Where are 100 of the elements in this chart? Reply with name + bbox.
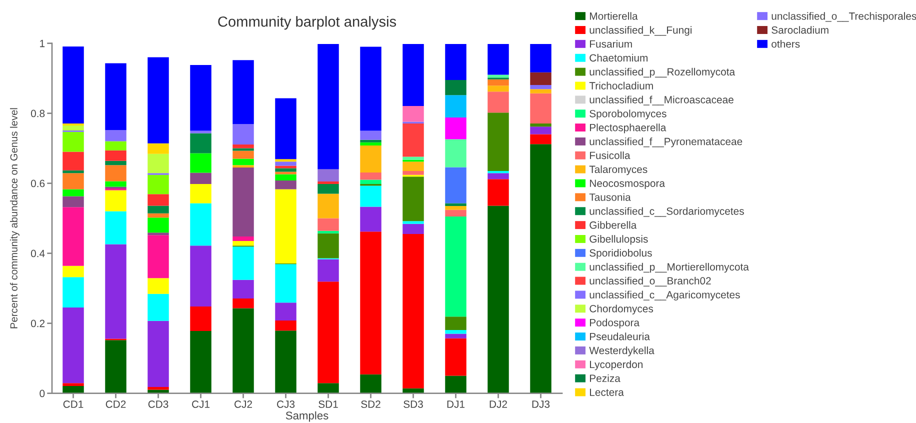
y-tick-label: 0.6 bbox=[30, 180, 45, 188]
bar bbox=[360, 172, 382, 180]
bar bbox=[232, 236, 254, 242]
bar bbox=[105, 141, 126, 150]
bar bbox=[445, 206, 466, 210]
bar bbox=[62, 152, 84, 170]
bar bbox=[275, 174, 296, 180]
legend-label: Sporidiobolus bbox=[590, 248, 652, 259]
bar bbox=[148, 387, 169, 390]
bar bbox=[318, 218, 339, 231]
chart-title: Community barplot analysis bbox=[218, 16, 396, 30]
bar bbox=[148, 57, 169, 144]
bar bbox=[402, 162, 424, 172]
legend-label: Plectosphaerella bbox=[590, 124, 666, 134]
legend-label: Sporobolomyces bbox=[590, 110, 666, 120]
bar bbox=[62, 308, 84, 384]
bar bbox=[232, 150, 254, 159]
bar bbox=[445, 330, 466, 334]
bar bbox=[275, 302, 296, 320]
bar bbox=[360, 46, 382, 131]
bar bbox=[148, 278, 169, 294]
bar bbox=[318, 282, 339, 384]
bar bbox=[275, 264, 296, 303]
legend-label: unclassified_c__Agaricomycetes bbox=[590, 290, 740, 300]
legend-label: Podospora bbox=[590, 318, 640, 328]
bar bbox=[445, 44, 466, 80]
bar bbox=[232, 280, 254, 298]
legend-label: Fusicolla bbox=[590, 151, 630, 160]
bar bbox=[360, 146, 382, 172]
bar bbox=[105, 130, 126, 142]
bar bbox=[62, 132, 84, 152]
bar bbox=[190, 153, 212, 173]
bar bbox=[445, 316, 466, 330]
x-tick-label: CD1 bbox=[63, 400, 84, 408]
x-tick-label: CD3 bbox=[148, 400, 168, 408]
bar bbox=[445, 95, 466, 118]
x-tick-label: CJ2 bbox=[234, 400, 252, 408]
bar bbox=[445, 338, 466, 376]
bar bbox=[62, 173, 84, 190]
bar bbox=[318, 233, 339, 258]
bar bbox=[318, 383, 339, 394]
bar bbox=[232, 148, 254, 151]
legend-label: Talaromyces bbox=[589, 165, 648, 176]
x-tick-label: CJ3 bbox=[277, 400, 295, 408]
y-tick-label: 0.4 bbox=[30, 250, 45, 258]
bar bbox=[530, 72, 552, 85]
bar bbox=[232, 246, 254, 280]
legend-label: Pseudaleuria bbox=[590, 332, 650, 340]
bar bbox=[232, 144, 254, 148]
x-tick-label: DJ1 bbox=[447, 400, 465, 408]
bar bbox=[232, 168, 254, 236]
y-tick-label: 0.2 bbox=[30, 320, 45, 328]
bar bbox=[105, 211, 126, 244]
bar bbox=[190, 172, 212, 184]
x-axis-title: Samples bbox=[286, 411, 328, 422]
bar bbox=[360, 142, 382, 146]
bar bbox=[105, 160, 126, 166]
bar bbox=[148, 218, 169, 233]
bar bbox=[318, 44, 339, 170]
legend-label: Chordomyces bbox=[590, 304, 654, 314]
bar bbox=[360, 232, 382, 374]
bar bbox=[62, 196, 84, 208]
bar bbox=[402, 234, 424, 388]
bar bbox=[62, 277, 84, 308]
bar bbox=[530, 126, 552, 134]
bar bbox=[402, 123, 424, 157]
bar bbox=[62, 126, 84, 130]
bar bbox=[275, 320, 296, 331]
bar bbox=[488, 206, 509, 394]
bar bbox=[530, 44, 552, 72]
bar bbox=[488, 92, 509, 113]
legend-label: Gibellulopsis bbox=[590, 235, 648, 245]
legend-label: Gibberella bbox=[590, 221, 637, 229]
legend-label: Neocosmospora bbox=[590, 180, 665, 190]
bar bbox=[62, 189, 84, 196]
bar bbox=[275, 168, 296, 172]
bar bbox=[148, 143, 169, 154]
legend-label: unclassified_p__Mortierellomycota bbox=[590, 262, 749, 273]
bar bbox=[62, 266, 84, 278]
bar bbox=[148, 194, 169, 206]
legend-label: unclassified_p__Rozellomycota bbox=[590, 68, 736, 78]
bar bbox=[445, 216, 466, 317]
bar bbox=[232, 308, 254, 394]
y-tick-label: 1 bbox=[40, 40, 45, 48]
bar bbox=[445, 203, 466, 206]
bar bbox=[318, 230, 339, 234]
legend-label: Trichocladium bbox=[589, 82, 653, 90]
bar bbox=[62, 207, 84, 266]
bar bbox=[488, 44, 509, 75]
bar bbox=[62, 383, 84, 386]
legend-label: unclassified_o__Trechisporales bbox=[772, 12, 916, 22]
x-tick-label: DJ2 bbox=[490, 400, 507, 408]
legend-label: Westerdykella bbox=[589, 346, 654, 356]
bar bbox=[318, 184, 339, 194]
bar bbox=[232, 60, 254, 124]
bar bbox=[318, 194, 339, 218]
bar bbox=[232, 165, 254, 168]
bar bbox=[445, 118, 466, 140]
bar bbox=[190, 331, 212, 394]
bar bbox=[360, 180, 382, 184]
